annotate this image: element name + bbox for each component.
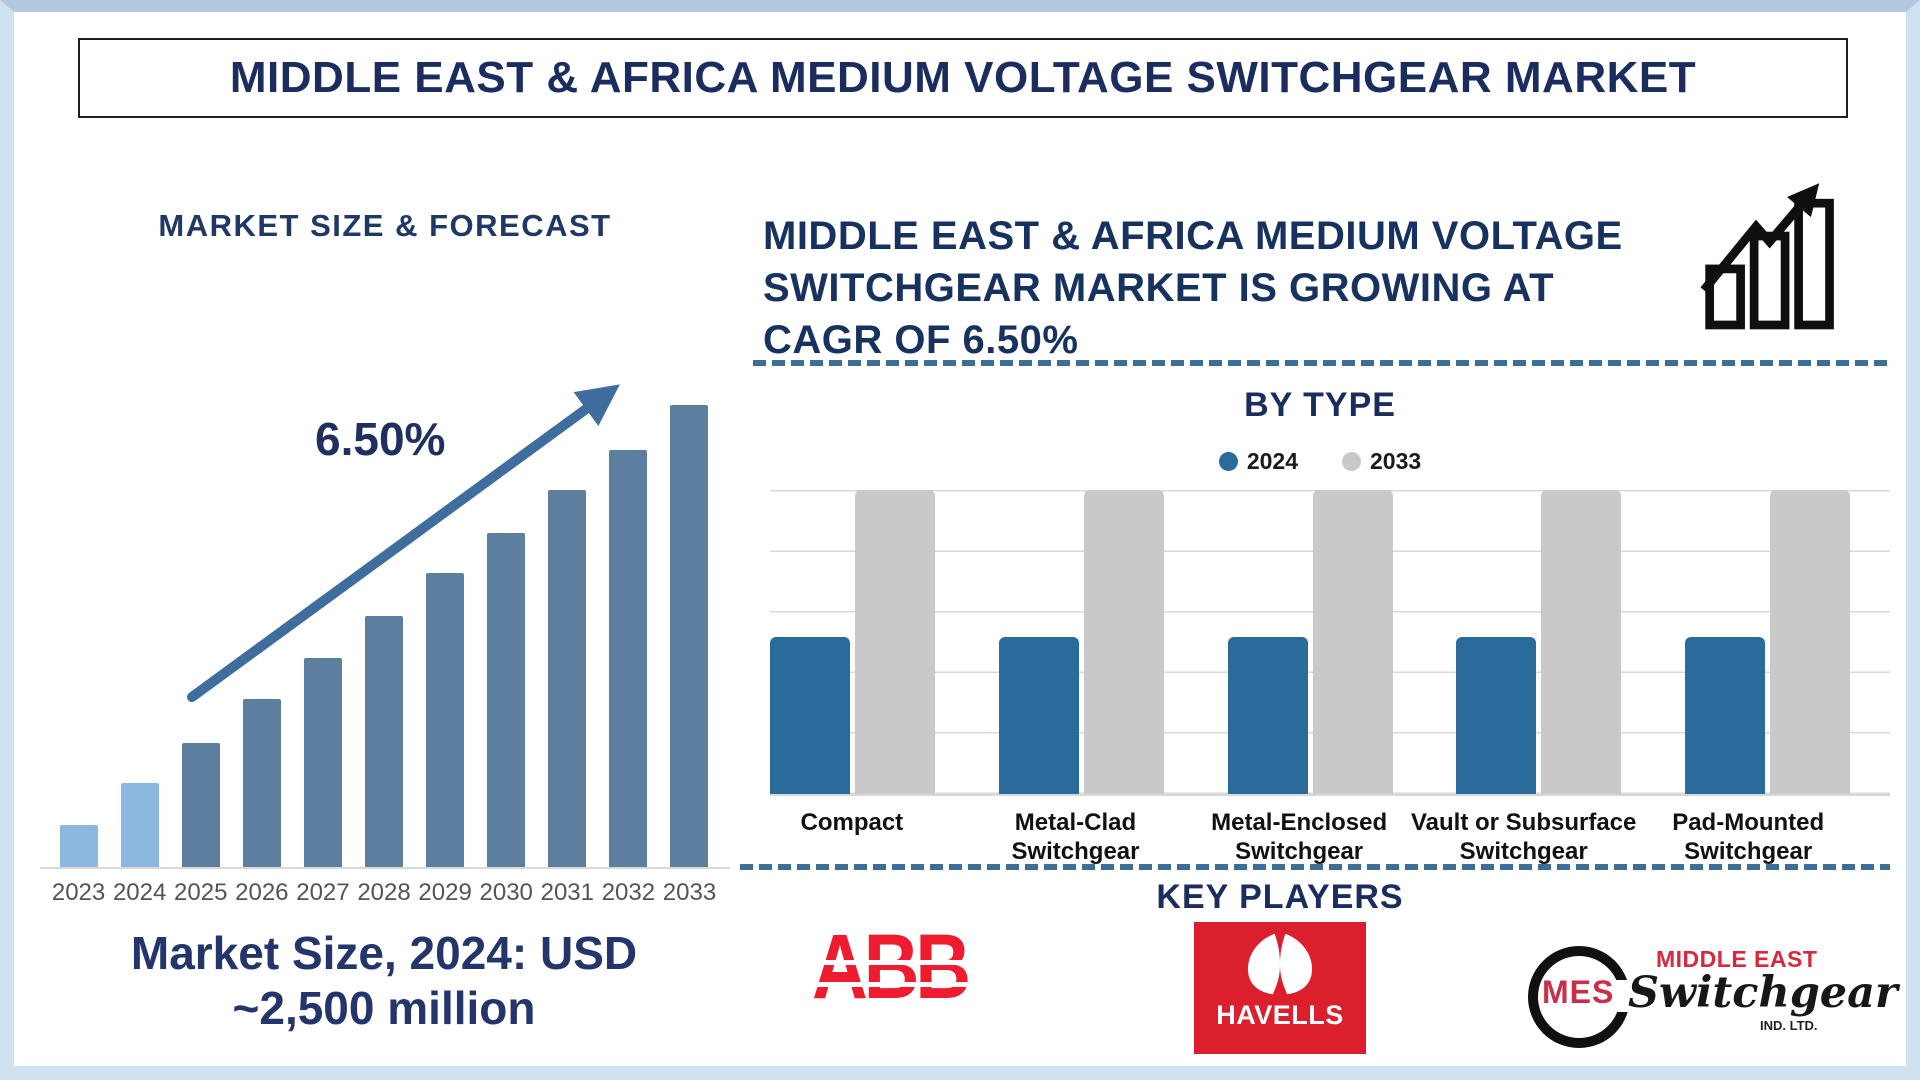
mes-logo: MES MIDDLE EAST Switchgear IND. LTD. [1520,942,1898,1054]
bar-2024 [1685,637,1765,794]
by-type-bar-groups [770,490,1850,794]
by-type-title: BY TYPE [1244,386,1396,424]
forecast-bar-slot [476,385,537,868]
year-label-2028: 2028 [357,879,411,906]
mes-logo-ind-ltd: IND. LTD. [1760,1018,1818,1033]
year-label-2027: 2027 [296,879,350,906]
mes-logo-text: MES [1542,974,1615,1010]
category-label: Vault or Subsurface Switchgear [1410,809,1637,865]
bar-group [770,490,935,794]
forecast-bar-slot [48,385,109,868]
by-type-legend: 2024 2033 [740,448,1900,475]
bar-2033 [1770,490,1850,794]
forecast-bar-slot [598,385,659,868]
legend-item-2033: 2033 [1342,448,1421,475]
year-label-2026: 2026 [235,879,289,906]
forecast-bar-slot [109,385,170,868]
bar-group [1456,490,1622,794]
legend-dot-2024 [1218,452,1238,471]
bar-2033 [1083,490,1164,794]
by-type-bar-chart [770,490,1890,796]
forecast-bar-2027 [303,658,342,868]
growth-statement-line1: MIDDLE EAST & AFRICA MEDIUM VOLTAGE [763,214,1623,258]
abb-logo-stripe [812,982,972,987]
by-type-category-axis: Compact Metal-Clad Switchgear Metal-Enclose… [740,808,1860,866]
bar-2033 [1312,490,1393,794]
growth-statement-line3: CAGR OF 6.50% [763,318,1079,362]
year-label-2029: 2029 [418,879,472,906]
legend-label: 2024 [1246,448,1298,474]
forecast-bar-chart [48,385,720,868]
forecast-bar-2032 [609,450,648,868]
havells-logo: HAVELLS [1194,922,1366,1054]
divider-dashed-top [753,360,1889,366]
mes-logo-middle-east: MIDDLE EAST [1656,946,1818,972]
bar-2033 [855,490,935,794]
bar-group [998,490,1164,794]
forecast-bar-slot [170,385,231,868]
forecast-bar-slot [231,385,292,868]
forecast-bar-2029 [426,573,465,868]
growth-statement: MIDDLE EAST & AFRICA MEDIUM VOLTAGE SWIT… [763,210,1723,366]
bar-2024 [1456,637,1537,794]
category-label: Pad-Mounted Switchgear [1672,809,1825,865]
forecast-bar-2026 [242,699,281,868]
forecast-year-axis: 2023 2024 2025 2026 2027 2028 2029 2030 2031 2032… [48,879,720,907]
year-label-2031: 2031 [540,879,594,906]
legend-dot-2033 [1342,452,1361,471]
forecast-bar-2028 [365,616,404,868]
trend-arrow [187,384,620,702]
bar-group [1227,490,1393,794]
bar-2033 [1541,490,1622,794]
key-players-title: KEY PLAYERS [1156,878,1404,916]
market-size-line2: ~2,500 million [232,982,536,1035]
havells-hatchet-icon [1247,933,1313,995]
forecast-bar-slot [353,385,414,868]
category-label: Metal-Clad Switchgear [1011,809,1140,865]
forecast-bar-slot [537,385,598,868]
category-label: Compact [800,809,904,836]
legend-item-2024: 2024 [1218,448,1298,475]
growth-statement-line2: SWITCHGEAR MARKET IS GROWING AT [763,266,1555,310]
forecast-bar-slot [415,385,476,868]
page-title: MIDDLE EAST & AFRICA MEDIUM VOLTAGE SWIT… [229,53,1697,102]
forecast-bar-2031 [548,490,587,868]
market-size-callout: Market Size, 2024: USD ~2,500 million [40,926,728,1036]
title-banner: MIDDLE EAST & AFRICA MEDIUM VOLTAGE SWIT… [78,38,1848,118]
forecast-bar-2024 [120,783,159,868]
mes-logo-ring-gap [1612,980,1630,1012]
forecast-bar-2025 [181,743,220,868]
forecast-bar-slot [292,385,353,868]
forecast-bar-2030 [487,533,526,868]
year-label-2030: 2030 [479,879,533,906]
year-label-2025: 2025 [174,879,228,906]
legend-label: 2033 [1370,448,1422,474]
forecast-chart-title: MARKET SIZE & FORECAST [158,208,612,243]
growth-chart-icon [1700,183,1834,330]
cagr-label: 6.50% [315,413,446,465]
forecast-bar-2033 [670,405,709,868]
forecast-bar-2023 [59,825,98,868]
bar-2024 [770,637,850,794]
bar-2024 [998,637,1079,794]
bar-2024 [1227,637,1308,794]
mes-logo-switchgear: Switchgear [1628,968,1898,1018]
abb-logo-stripe [812,960,972,965]
year-label-2032: 2032 [601,879,656,906]
year-label-2033: 2033 [662,879,717,906]
year-label-2024: 2024 [112,879,167,906]
abb-logo-text: ABB [812,916,971,1018]
forecast-chart-baseline [40,867,730,869]
forecast-bar-slot [659,385,720,868]
year-label-2023: 2023 [51,879,106,906]
havells-logo-text: HAVELLS [1216,1000,1344,1030]
divider-dashed-bottom [740,864,1890,870]
market-size-line1: Market Size, 2024: USD [130,927,638,979]
bar-group [1685,490,1850,794]
abb-logo: ABB [812,916,1022,1018]
category-label: Metal-Enclosed Switchgear [1211,809,1388,865]
